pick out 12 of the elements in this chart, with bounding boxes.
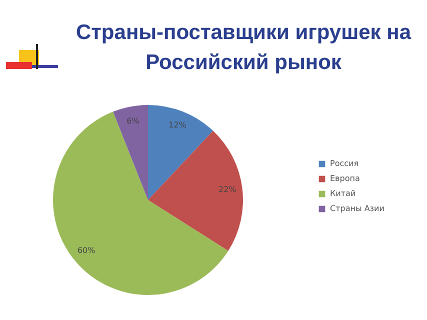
legend-label: Страны Азии — [330, 204, 384, 213]
data-label: 6% — [126, 116, 140, 126]
pie-slice — [148, 105, 214, 200]
legend-label: Россия — [330, 159, 359, 168]
data-label: 12% — [168, 120, 187, 130]
data-label: 60% — [77, 246, 96, 255]
chart-title: Страны-поставщики игрушек на Российский рынок — [74, 20, 412, 76]
pie-slice — [113, 105, 148, 200]
pie-slice — [148, 130, 243, 251]
data-label: 22% — [218, 184, 237, 194]
legend-label: Европа — [330, 174, 360, 183]
legend-label: Китай — [330, 189, 356, 198]
